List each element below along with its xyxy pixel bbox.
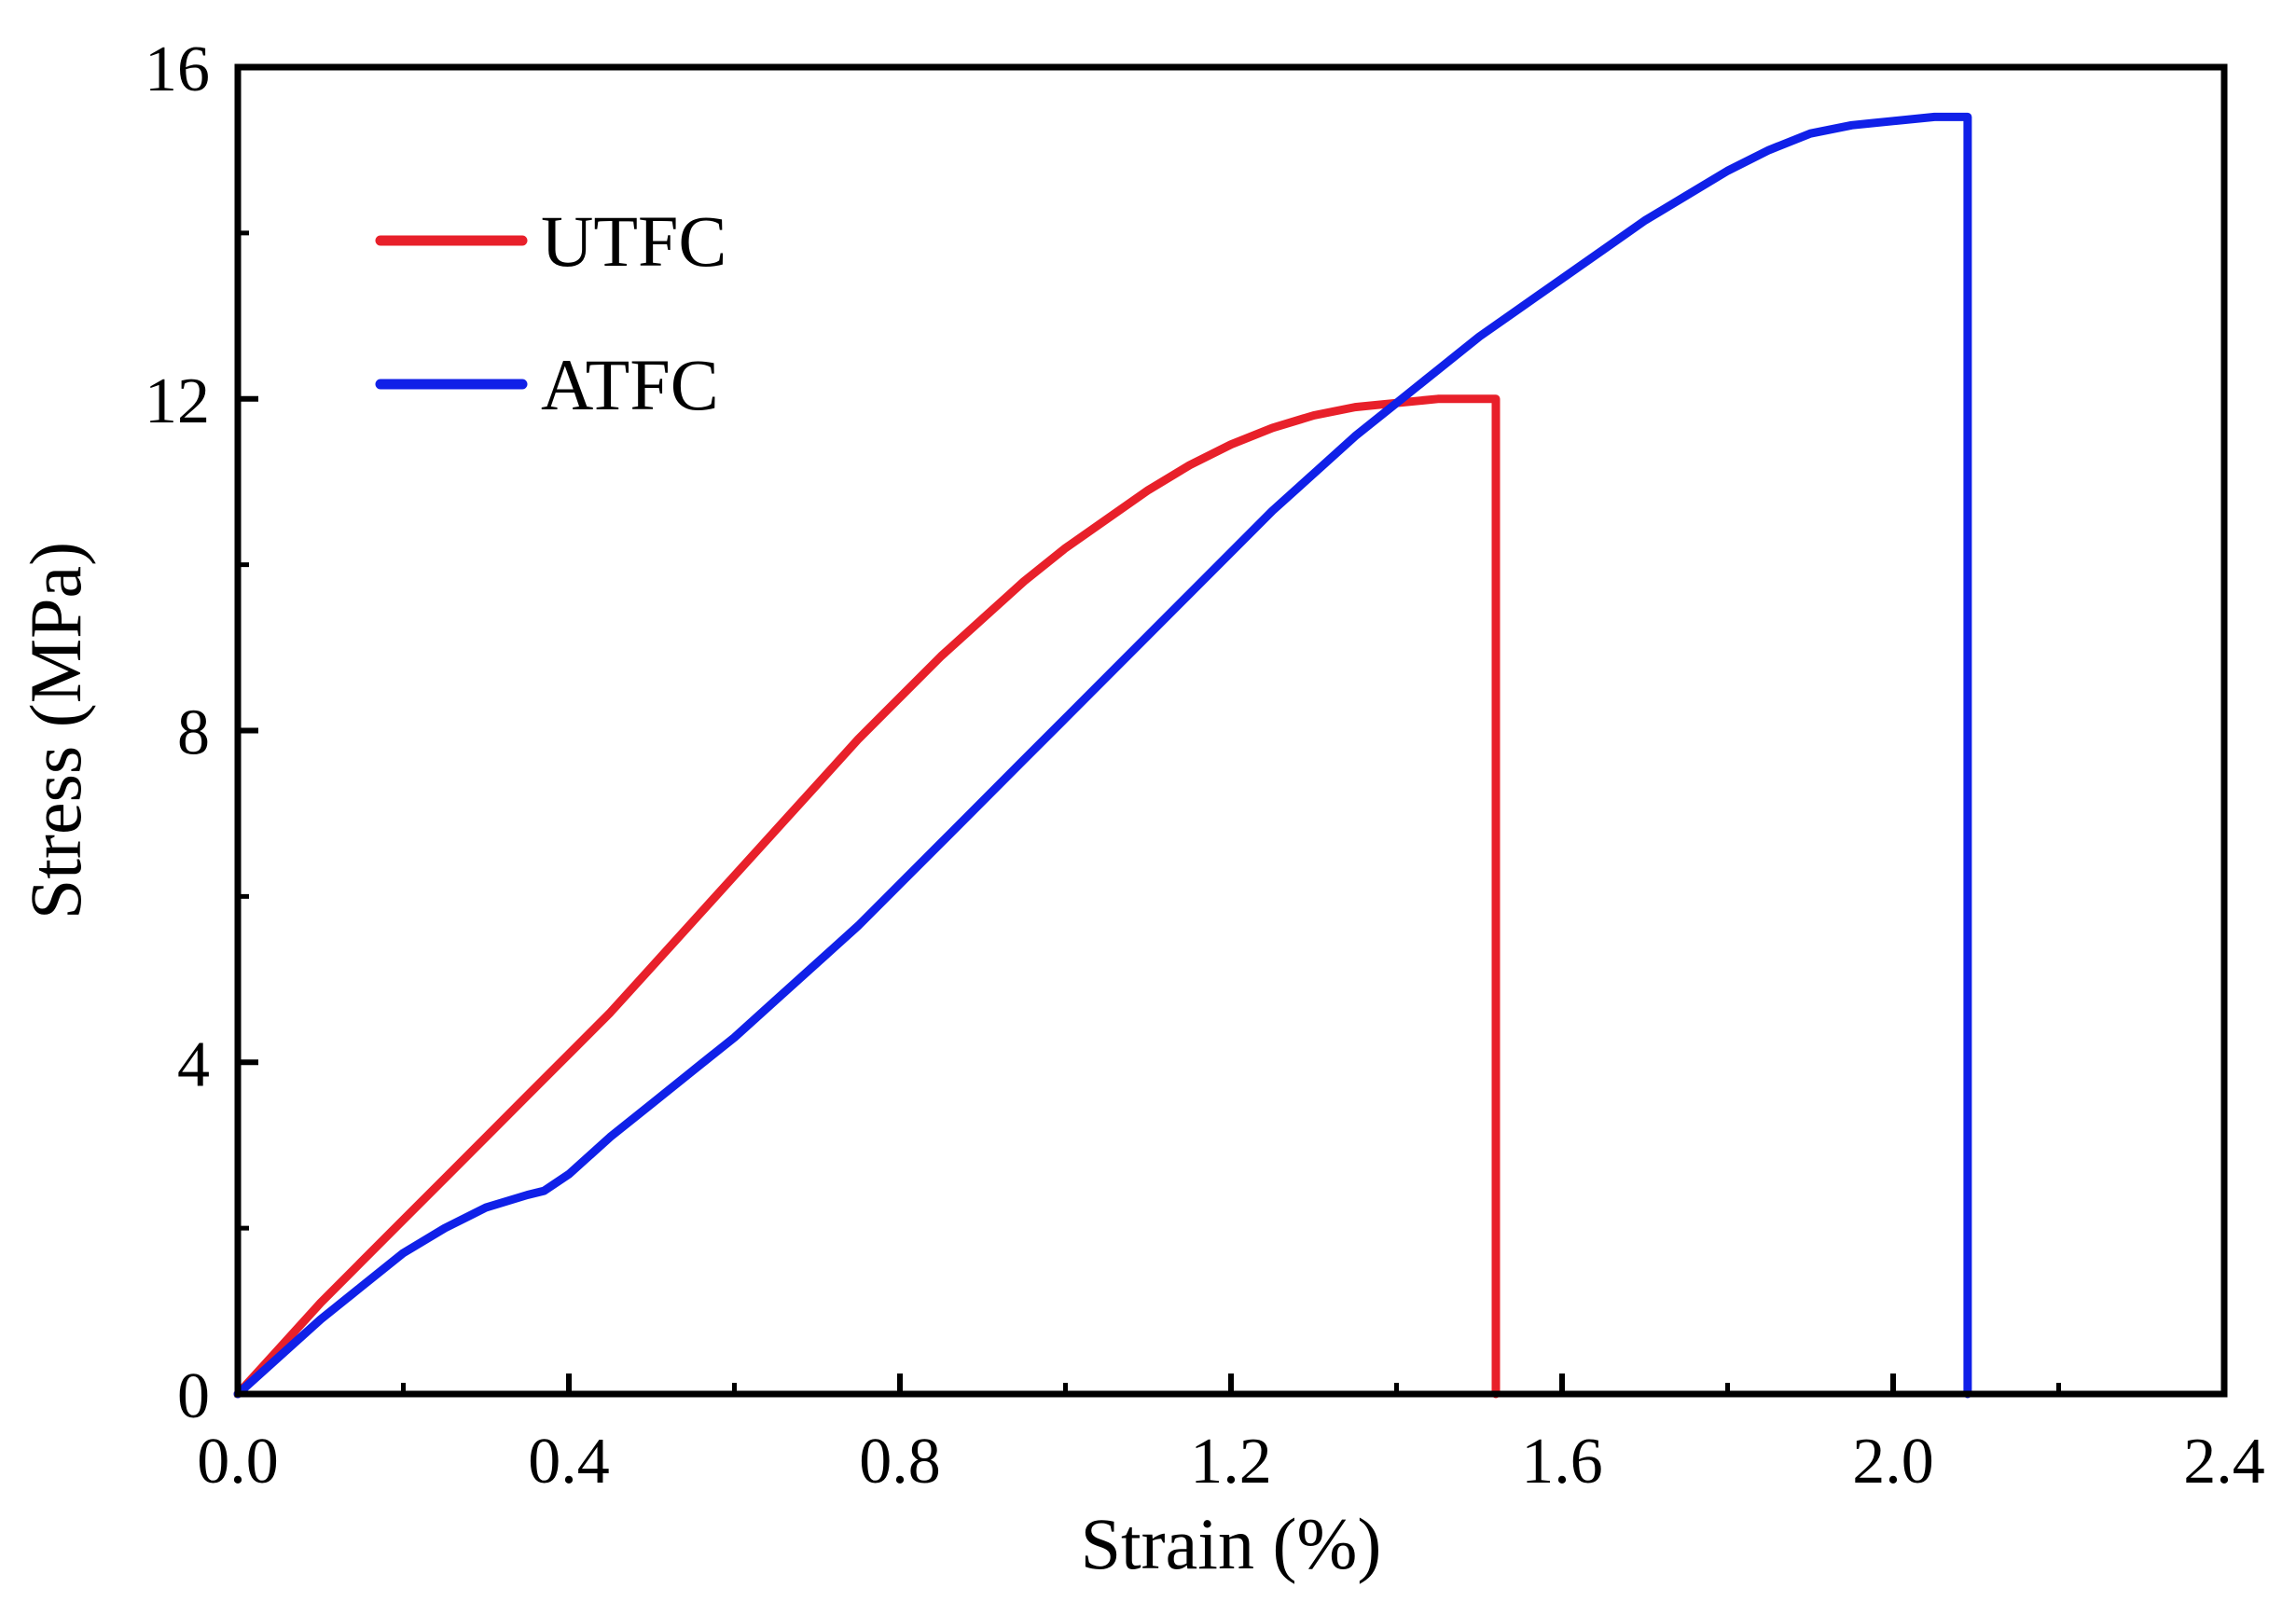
x-tick-label: 0.8 [859,1426,941,1498]
legend-label-atfc: ATFC [541,344,719,425]
y-tick-label: 4 [177,1028,210,1100]
y-axis-title: Stress (MPa) [15,542,96,919]
series-layer [233,112,1972,1399]
x-tick-label: 0.4 [528,1426,610,1498]
y-tick-label: 12 [145,366,210,437]
legend-label-utfc: UTFC [541,200,726,282]
x-tick-label: 2.0 [1852,1426,1934,1498]
series-line-atfc [233,112,1972,1399]
y-tick-label: 8 [177,697,210,769]
labels-layer: 0.0 0.4 0.8 1.2 1.6 2.0 2.4 0 4 8 12 16 [145,34,2265,1498]
y-tick-label: 0 [177,1360,210,1432]
x-tick-label: 1.6 [1521,1426,1603,1498]
series-line-utfc [233,394,1501,1399]
x-tick-label: 1.2 [1190,1426,1272,1498]
plot-frame [234,63,2228,1398]
x-axis-title: Strain (%) [1081,1503,1382,1584]
x-tick-label: 0.0 [197,1426,279,1498]
legend: UTFC ATFC [375,200,726,425]
x-tick-label: 2.4 [2183,1426,2265,1498]
y-tick-label: 16 [145,34,210,105]
